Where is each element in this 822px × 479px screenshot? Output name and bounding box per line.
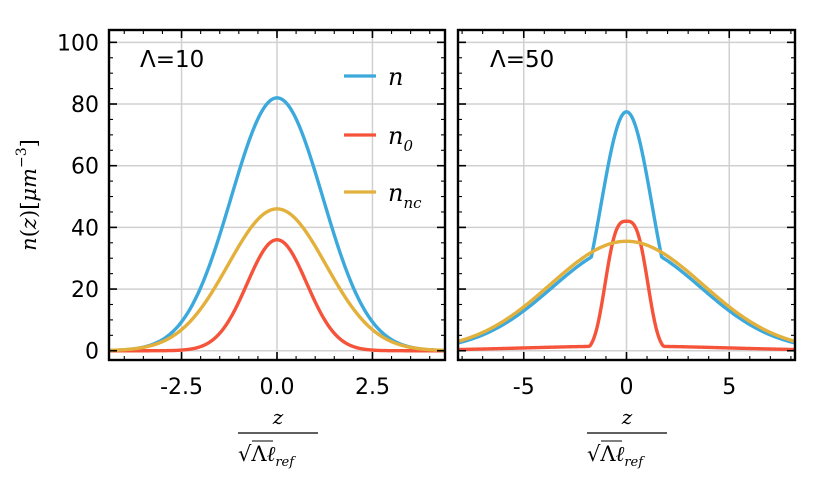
x-axis-label-panel-2: z √Λℓref [587, 405, 667, 470]
curves-panel-1 [108, 96, 446, 353]
panel-lambda-50: -5 0 5 Λ=50 [456, 28, 797, 400]
series-line-nnc [457, 239, 796, 343]
y-tick-label: 0 [85, 340, 99, 365]
x-label-numerator: z [621, 405, 633, 429]
y-tick-label: 80 [71, 93, 99, 118]
x-tick-label: 2.5 [355, 375, 390, 400]
series-line-n [457, 110, 796, 345]
series-line-n0 [457, 219, 796, 352]
legend: n n0 nnc [344, 63, 422, 212]
legend-label-nnc: nnc [388, 179, 422, 212]
panel-title-lambda-50: Λ=50 [490, 47, 554, 73]
y-tick-label: 60 [71, 155, 99, 180]
x-tick-label: 0.0 [260, 375, 295, 400]
x-label-denominator: √Λℓref [238, 442, 296, 470]
series-line-n [108, 96, 446, 353]
axes-frame-panel-1 [107, 28, 447, 362]
grid-panel-2 [458, 30, 795, 360]
x-tick-label: 0 [620, 375, 634, 400]
curves-panel-2 [457, 110, 796, 352]
y-axis-label: n(z)[μm−3] [14, 139, 41, 251]
panel-title-lambda-10: Λ=10 [140, 47, 204, 73]
series-line-nnc [108, 207, 446, 353]
x-label-denominator: √Λℓref [587, 442, 645, 470]
legend-entry-n: n [344, 63, 403, 91]
y-tick-label: 100 [57, 31, 99, 56]
y-axis-label-text: n(z)[μm−3] [14, 139, 41, 251]
y-tick-label: 40 [71, 216, 99, 241]
x-label-numerator: z [272, 405, 284, 429]
legend-entry-n0: n0 [344, 122, 413, 155]
axes-frame-panel-2 [456, 28, 797, 362]
y-tick-label: 20 [71, 278, 99, 303]
x-tick-label: 5 [722, 375, 736, 400]
x-tick-label: -5 [513, 375, 535, 400]
legend-entry-nnc: nnc [344, 179, 422, 212]
legend-label-n: n [388, 63, 403, 91]
panel-lambda-10: -2.5 0.0 2.5 0 20 40 60 80 100 Λ=10 [57, 28, 447, 400]
x-tick-label: -2.5 [160, 375, 203, 400]
series-line-n0 [108, 238, 446, 353]
ticks-panel-1: -2.5 0.0 2.5 0 20 40 60 80 100 [57, 30, 445, 400]
x-axis-label-panel-1: z √Λℓref [238, 405, 318, 470]
legend-label-n0: n0 [388, 122, 413, 155]
